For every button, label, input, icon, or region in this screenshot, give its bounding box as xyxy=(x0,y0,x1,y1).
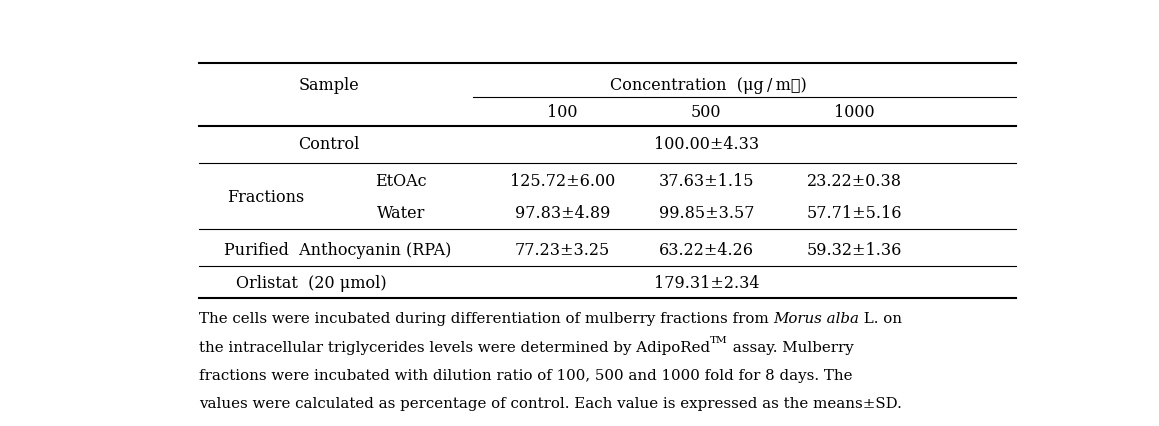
Text: 59.32±1.36: 59.32±1.36 xyxy=(807,241,902,258)
Text: 100: 100 xyxy=(547,104,578,120)
Text: Control: Control xyxy=(298,136,359,153)
Text: Orlistat  (20 μmol): Orlistat (20 μmol) xyxy=(235,274,386,291)
Text: 37.63±1.15: 37.63±1.15 xyxy=(658,172,755,189)
Text: 57.71±5.16: 57.71±5.16 xyxy=(807,205,902,222)
Text: EtOAc: EtOAc xyxy=(376,172,427,189)
Text: Fractions: Fractions xyxy=(227,189,305,206)
Text: 77.23±3.25: 77.23±3.25 xyxy=(515,241,610,258)
Text: Water: Water xyxy=(377,205,425,222)
Text: values were calculated as percentage of control. Each value is expressed as the : values were calculated as percentage of … xyxy=(199,396,902,410)
Text: TM: TM xyxy=(710,335,728,344)
Text: 1000: 1000 xyxy=(834,104,875,120)
Text: 125.72±6.00: 125.72±6.00 xyxy=(510,172,615,189)
Text: 179.31±2.34: 179.31±2.34 xyxy=(654,274,759,291)
Text: L. on: L. on xyxy=(859,311,902,325)
Text: Sample: Sample xyxy=(299,77,359,94)
Text: 63.22±4.26: 63.22±4.26 xyxy=(658,241,753,258)
Text: The cells were incubated during differentiation of mulberry fractions from: The cells were incubated during differen… xyxy=(199,311,773,325)
Text: 100.00±4.33: 100.00±4.33 xyxy=(654,136,759,153)
Text: 500: 500 xyxy=(691,104,722,120)
Text: Purified  Anthocyanin (RPA): Purified Anthocyanin (RPA) xyxy=(225,241,452,258)
Text: Concentration  (μg / mℓ): Concentration (μg / mℓ) xyxy=(610,77,807,94)
Text: fractions were incubated with dilution ratio of 100, 500 and 1000 fold for 8 day: fractions were incubated with dilution r… xyxy=(199,368,852,382)
Text: Morus alba: Morus alba xyxy=(773,311,859,325)
Text: 99.85±3.57: 99.85±3.57 xyxy=(658,205,755,222)
Text: the intracellular triglycerides levels were determined by AdipoRed: the intracellular triglycerides levels w… xyxy=(199,340,710,354)
Text: assay. Mulberry: assay. Mulberry xyxy=(728,340,853,354)
Text: 23.22±0.38: 23.22±0.38 xyxy=(807,172,902,189)
Text: 97.83±4.89: 97.83±4.89 xyxy=(515,205,611,222)
